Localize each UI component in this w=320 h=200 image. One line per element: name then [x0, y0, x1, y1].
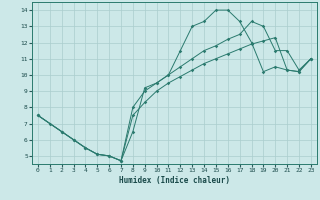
X-axis label: Humidex (Indice chaleur): Humidex (Indice chaleur) — [119, 176, 230, 185]
